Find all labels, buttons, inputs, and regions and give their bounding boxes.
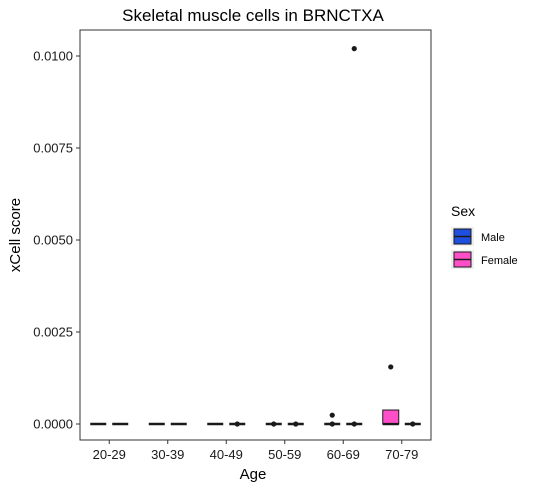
x-axis-title: Age — [240, 466, 267, 483]
outlier-point — [410, 421, 416, 427]
x-tick-label: 60-69 — [327, 447, 360, 462]
outlier-point — [351, 46, 357, 52]
outlier-point — [293, 421, 299, 427]
x-tick-label: 40-49 — [210, 447, 243, 462]
outlier-point — [351, 421, 357, 427]
x-tick-label: 30-39 — [151, 447, 184, 462]
x-tick-label: 50-59 — [268, 447, 301, 462]
legend-title: Sex — [451, 203, 475, 219]
legend-label: Female — [481, 255, 518, 267]
plot-marks — [90, 46, 421, 427]
outlier-point — [329, 421, 335, 427]
y-tick-label: 0.0100 — [33, 49, 73, 64]
outlier-point — [271, 421, 277, 427]
outlier-point — [234, 421, 240, 427]
y-tick-label: 0.0050 — [33, 233, 73, 248]
x-axis: 20-29 30-39 40-49 50-59 60-69 70-79 — [93, 440, 418, 462]
y-tick-label: 0.0075 — [33, 141, 73, 156]
legend-label: Male — [481, 232, 505, 244]
y-axis-title: xCell score — [7, 198, 24, 272]
x-tick-label: 70-79 — [385, 447, 418, 462]
box — [382, 409, 400, 425]
chart-title: Skeletal muscle cells in BRNCTXA — [122, 6, 384, 25]
y-axis: 0.0000 0.0025 0.0050 0.0075 0.0100 — [33, 49, 80, 432]
legend: Sex Male Female — [451, 203, 518, 269]
outlier-point — [329, 412, 335, 418]
y-tick-label: 0.0000 — [33, 417, 73, 432]
outlier-point — [388, 364, 394, 370]
y-tick-label: 0.0025 — [33, 325, 73, 340]
x-tick-label: 20-29 — [93, 447, 126, 462]
plot-panel — [79, 29, 432, 441]
